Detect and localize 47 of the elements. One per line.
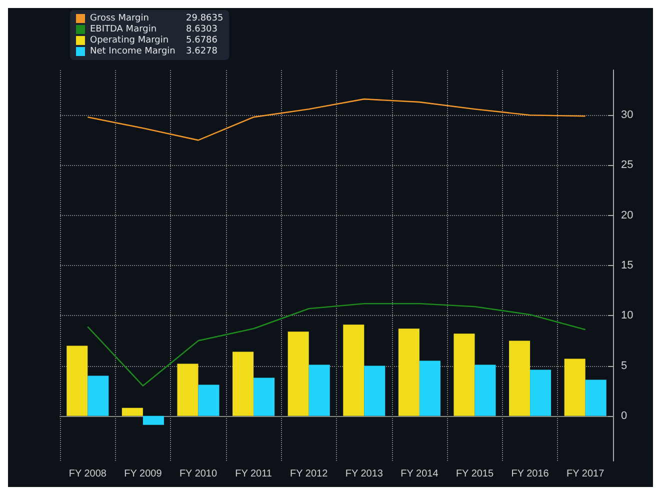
- x-tick-label: FY 2011: [235, 468, 272, 480]
- y-tick-label: 15: [621, 260, 634, 272]
- x-tick-label: FY 2009: [124, 468, 162, 480]
- x-tick-label: FY 2014: [400, 468, 439, 480]
- x-tick-label: FY 2015: [456, 468, 494, 480]
- y-tick-label: 30: [621, 109, 634, 122]
- bar: [88, 376, 109, 416]
- legend-label: Net Income Margin: [90, 46, 176, 56]
- legend-label: Gross Margin: [90, 14, 149, 24]
- bar: [398, 328, 420, 416]
- y-tick-label: 0: [621, 410, 628, 422]
- x-tick-label: FY 2017: [566, 468, 605, 480]
- bar: [419, 360, 440, 416]
- bar: [142, 416, 164, 425]
- legend-label: EBITDA Margin: [90, 24, 157, 34]
- x-tick-label: FY 2008: [68, 468, 107, 480]
- x-tick-label: FY 2016: [511, 468, 550, 480]
- text: 5.6786: [186, 36, 218, 46]
- bar: [364, 366, 386, 416]
- bar: [122, 408, 143, 416]
- y-tick-label: 20: [621, 209, 634, 222]
- bar: [454, 334, 475, 416]
- bar: [343, 324, 364, 416]
- text: 3.6278: [186, 46, 218, 56]
- bar: [232, 352, 254, 416]
- bar: [254, 378, 275, 416]
- bar: [509, 340, 530, 416]
- bar: [585, 380, 606, 416]
- y-tick-label: 10: [621, 310, 634, 322]
- line-series: [87, 98, 586, 141]
- y-tick-label: 25: [621, 159, 634, 172]
- bar: [66, 346, 88, 416]
- bar: [530, 370, 552, 416]
- x-tick-label: FY 2010: [179, 468, 218, 480]
- line-series: [87, 302, 586, 386]
- bar: [474, 364, 496, 416]
- bar: [177, 364, 198, 416]
- bar: [198, 384, 220, 416]
- y-tick-label: 5: [621, 360, 628, 372]
- bar: [564, 358, 586, 416]
- bar: [308, 364, 330, 416]
- x-tick-label: FY 2012: [290, 468, 328, 480]
- x-tick-label: FY 2013: [345, 468, 384, 480]
- bar: [288, 332, 309, 416]
- text: 8.6303: [186, 24, 218, 34]
- text: 29.8635: [186, 14, 224, 24]
- legend-label: Operating Margin: [90, 36, 169, 46]
